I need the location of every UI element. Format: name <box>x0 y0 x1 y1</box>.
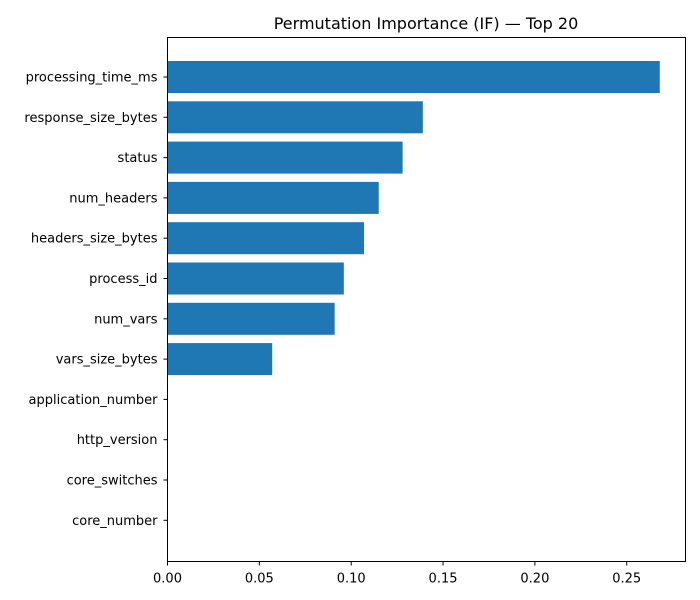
y-tick-label: application_number <box>29 393 159 408</box>
y-tick-label: response_size_bytes <box>24 111 157 126</box>
x-tick-label: 0.00 <box>153 572 182 587</box>
y-tick-label: vars_size_bytes <box>56 353 158 368</box>
y-tick-label: http_version <box>77 433 158 448</box>
y-tick-label: process_id <box>89 272 157 287</box>
y-tick-label: processing_time_ms <box>26 71 158 86</box>
chart-title: Permutation Importance (IF) — Top 20 <box>274 14 579 33</box>
bar-process-id <box>167 262 344 295</box>
bar-status <box>167 141 403 174</box>
bar-num-vars <box>167 302 335 335</box>
bar-headers-size-bytes <box>167 222 365 255</box>
y-tick-label: num_vars <box>94 312 158 327</box>
x-axis-ticks: 0.00 0.05 0.10 0.15 0.20 0.25 <box>153 561 641 587</box>
y-tick-label: num_headers <box>69 191 157 206</box>
bar-vars-size-bytes <box>167 343 273 376</box>
y-tick-label: status <box>118 151 158 166</box>
bar-response-size-bytes <box>167 101 423 134</box>
x-tick-label: 0.20 <box>520 572 549 587</box>
bar-processing-time-ms <box>167 61 660 93</box>
y-tick-label: core_number <box>72 514 158 529</box>
x-tick-label: 0.15 <box>429 572 458 587</box>
y-tick-label: core_switches <box>67 474 158 489</box>
bar-num-headers <box>167 181 379 214</box>
y-axis-ticks: processing_time_ms response_size_bytessta… <box>24 71 168 529</box>
y-tick-label: headers_size_bytes <box>31 232 158 247</box>
x-tick-label: 0.10 <box>337 572 366 587</box>
bars-layer <box>167 61 660 376</box>
plot-frame <box>167 37 686 562</box>
x-tick-label: 0.25 <box>612 572 641 587</box>
x-tick-label: 0.05 <box>245 572 274 587</box>
